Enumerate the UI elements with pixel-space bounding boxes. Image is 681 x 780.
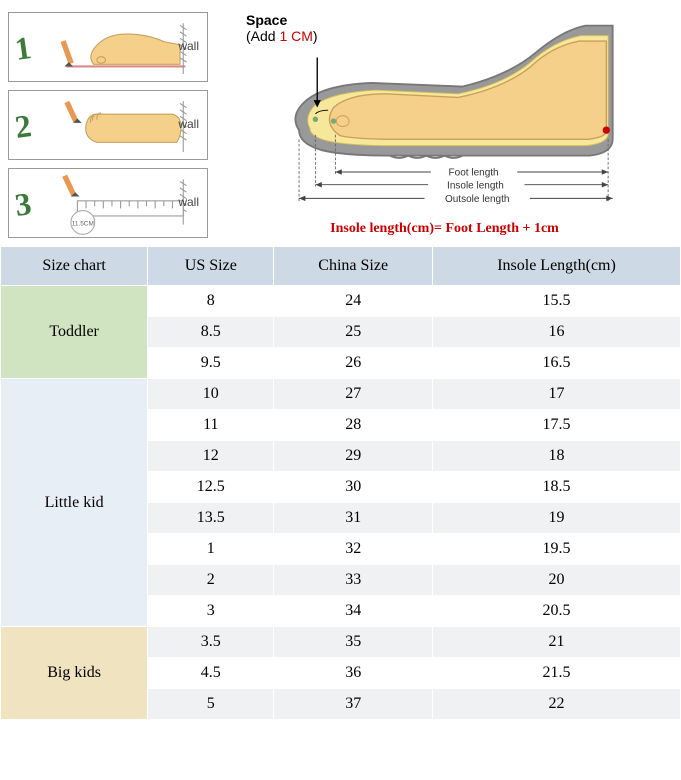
data-cell: 19.5 <box>433 534 681 565</box>
data-cell: 9.5 <box>148 348 274 379</box>
data-cell: 24 <box>274 286 433 317</box>
table-row: Toddler82415.5 <box>1 286 681 317</box>
wall-label-1: wall <box>178 39 199 53</box>
data-cell: 27 <box>274 379 433 410</box>
header-insole: Insole Length(cm) <box>433 247 681 286</box>
step-3-number: 3 <box>13 183 48 224</box>
space-title: Space <box>246 12 287 28</box>
data-cell: 16 <box>433 317 681 348</box>
steps-column: 1 wall 2 <box>8 12 208 238</box>
data-cell: 33 <box>274 565 433 596</box>
ruler-magnify-text: 11.5CM <box>72 221 94 228</box>
instructions-section: 1 wall 2 <box>0 0 681 246</box>
data-cell: 18 <box>433 441 681 472</box>
step-2-box: 2 wall <box>8 90 208 160</box>
category-cell: Big kids <box>1 627 148 720</box>
table-header-row: Size chart US Size China Size Insole Len… <box>1 247 681 286</box>
header-sizechart: Size chart <box>1 247 148 286</box>
data-cell: 2 <box>148 565 274 596</box>
space-red: 1 CM <box>279 28 312 44</box>
wall-label-3: wall <box>178 195 199 209</box>
data-cell: 19 <box>433 503 681 534</box>
data-cell: 22 <box>433 689 681 720</box>
header-chinasize: China Size <box>274 247 433 286</box>
data-cell: 21 <box>433 627 681 658</box>
header-ussize: US Size <box>148 247 274 286</box>
data-cell: 20.5 <box>433 596 681 627</box>
category-cell: Little kid <box>1 379 148 627</box>
table-row: Little kid102717 <box>1 379 681 410</box>
data-cell: 30 <box>274 472 433 503</box>
data-cell: 16.5 <box>433 348 681 379</box>
data-cell: 26 <box>274 348 433 379</box>
data-cell: 4.5 <box>148 658 274 689</box>
data-cell: 20 <box>433 565 681 596</box>
shoe-diagram-column: Space (Add 1 CM) <box>216 12 673 238</box>
space-label: Space (Add 1 CM) <box>246 12 318 44</box>
insole-length-label: Insole length <box>447 180 504 191</box>
data-cell: 12 <box>148 441 274 472</box>
data-cell: 11 <box>148 410 274 441</box>
data-cell: 12.5 <box>148 472 274 503</box>
step-2-number: 2 <box>13 105 48 146</box>
data-cell: 10 <box>148 379 274 410</box>
step-3-box: 3 11.5CM wall <box>8 168 208 238</box>
data-cell: 28 <box>274 410 433 441</box>
formula-text: Insole length(cm)= Foot Length + 1cm <box>216 221 673 237</box>
size-chart-table: Size chart US Size China Size Insole Len… <box>0 246 681 720</box>
data-cell: 18.5 <box>433 472 681 503</box>
step-1-box: 1 wall <box>8 12 208 82</box>
data-cell: 32 <box>274 534 433 565</box>
category-cell: Toddler <box>1 286 148 379</box>
step-1-number: 1 <box>13 27 48 68</box>
data-cell: 1 <box>148 534 274 565</box>
wall-label-2: wall <box>178 117 199 131</box>
foot-length-label: Foot length <box>449 168 499 179</box>
data-cell: 17 <box>433 379 681 410</box>
table-row: Big kids3.53521 <box>1 627 681 658</box>
data-cell: 21.5 <box>433 658 681 689</box>
data-cell: 5 <box>148 689 274 720</box>
outsole-length-label: Outsole length <box>445 194 510 205</box>
data-cell: 29 <box>274 441 433 472</box>
data-cell: 25 <box>274 317 433 348</box>
data-cell: 8 <box>148 286 274 317</box>
data-cell: 3 <box>148 596 274 627</box>
data-cell: 34 <box>274 596 433 627</box>
data-cell: 17.5 <box>433 410 681 441</box>
data-cell: 37 <box>274 689 433 720</box>
data-cell: 3.5 <box>148 627 274 658</box>
data-cell: 36 <box>274 658 433 689</box>
data-cell: 35 <box>274 627 433 658</box>
data-cell: 15.5 <box>433 286 681 317</box>
data-cell: 8.5 <box>148 317 274 348</box>
data-cell: 13.5 <box>148 503 274 534</box>
data-cell: 31 <box>274 503 433 534</box>
